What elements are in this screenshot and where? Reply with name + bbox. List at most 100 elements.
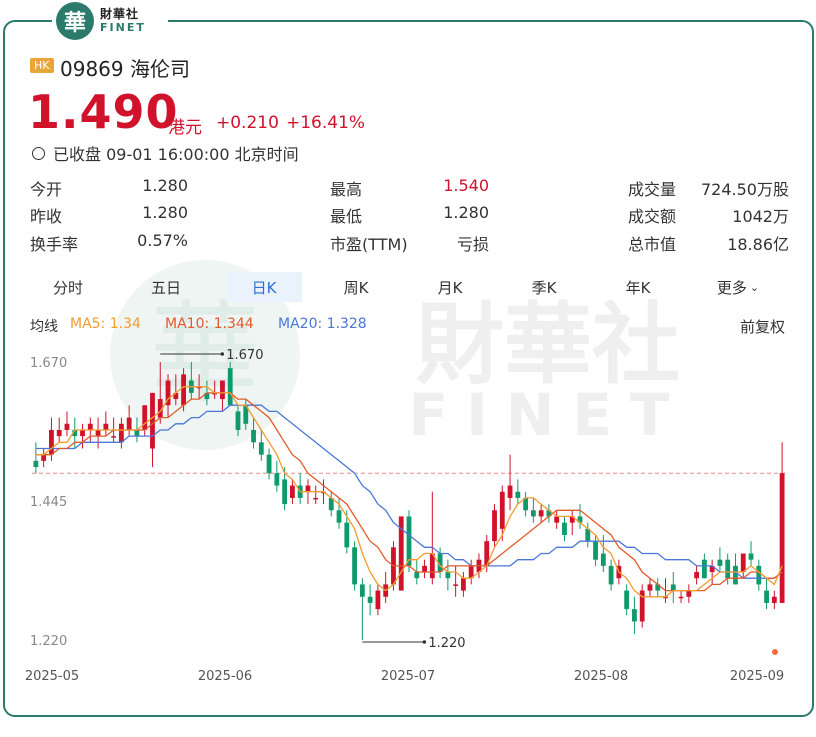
candle-body — [507, 485, 513, 498]
ma-title: 均线 — [30, 319, 58, 335]
candle-body — [694, 572, 700, 579]
stat-label-amount: 成交额 — [628, 207, 677, 226]
candle-body — [398, 516, 404, 591]
candle-body — [157, 399, 163, 418]
candle-body — [546, 510, 552, 517]
price-unit: 港元 — [168, 118, 202, 138]
plot-area: 1.670 1.445 1.220 2025-05 2025-06 2025-07 2025… — [25, 348, 786, 684]
candle-body — [756, 565, 762, 585]
tab-monthly-k[interactable]: 月K — [437, 278, 463, 297]
tab-more[interactable]: 更多 ⌄ — [700, 272, 776, 302]
candle-body — [406, 516, 412, 566]
candle-body — [375, 590, 381, 610]
candle-body — [655, 584, 661, 591]
candle-body — [150, 392, 155, 449]
candle-body — [771, 596, 777, 603]
candle-body — [142, 405, 148, 430]
candle-body — [468, 565, 474, 579]
stat-value-pe: 亏损 — [456, 235, 489, 254]
candle-body — [740, 553, 746, 573]
high-marker-dot — [220, 352, 225, 356]
candle-body — [111, 436, 117, 438]
candle-body — [569, 516, 575, 523]
candle-body — [593, 541, 598, 560]
candle-body — [554, 516, 560, 523]
candle-body — [422, 565, 427, 573]
finet-logo[interactable]: 華 財華社 FINET — [52, 0, 168, 42]
candle-body — [585, 528, 591, 542]
candle-body — [725, 559, 731, 579]
candle-body — [41, 454, 47, 461]
candle-body — [95, 429, 101, 437]
candle-body — [562, 522, 567, 535]
candle-body — [515, 491, 521, 498]
stat-label-low: 最低 — [330, 207, 363, 226]
candle-body — [577, 516, 583, 523]
stat-label-market-cap: 总市值 — [628, 235, 677, 254]
candle-body — [72, 429, 78, 437]
stat-value-volume: 724.50万股 — [701, 180, 789, 199]
candle-body — [523, 497, 529, 511]
ma10-line — [35, 392, 783, 592]
candle-body — [632, 609, 637, 622]
ma20-legend: MA20: 1.328 — [278, 316, 367, 332]
live-indicator-dot — [772, 649, 778, 655]
candle-body — [328, 497, 334, 511]
high-label: 1.670 — [226, 348, 263, 363]
candle-body — [266, 454, 272, 474]
candle-body — [453, 584, 459, 586]
candle-body — [538, 510, 544, 517]
candle-body — [647, 584, 653, 591]
candle-body — [414, 572, 420, 579]
y-tick-label: 1.445 — [30, 495, 67, 510]
tab-more-label: 更多 — [716, 278, 747, 297]
tab-five-day[interactable]: 五日 — [150, 278, 181, 297]
tab-daily-k[interactable]: 日K — [226, 272, 302, 302]
low-marker-dot — [422, 640, 427, 644]
price-adjust-toggle[interactable]: 前复权 — [740, 318, 786, 336]
stat-label-open: 今开 — [30, 180, 63, 199]
candle-body — [181, 374, 186, 406]
x-tick-label: 2025-07 — [381, 669, 435, 684]
tab-yearly-k[interactable]: 年K — [625, 278, 651, 297]
low-label: 1.220 — [428, 636, 465, 651]
x-tick-label: 2025-09 — [730, 669, 784, 684]
market-status-text: 已收盘 09-01 16:00:00 北京时间 — [53, 145, 299, 164]
candle-body — [80, 429, 85, 437]
stat-value-open: 1.280 — [142, 176, 188, 195]
candle-body — [274, 473, 280, 486]
price-change: +0.210 — [216, 113, 279, 133]
candle-body — [686, 590, 692, 597]
candle-body — [530, 510, 536, 517]
candle-body — [336, 510, 342, 523]
tab-quarterly-k[interactable]: 季K — [531, 278, 557, 297]
tab-intraday[interactable]: 分时 — [52, 278, 83, 297]
candle-body — [305, 485, 311, 492]
stat-label-turnover-rate: 换手率 — [30, 235, 79, 254]
y-tick-label: 1.220 — [30, 634, 67, 649]
x-tick-label: 2025-06 — [198, 669, 252, 684]
candle-body — [49, 429, 54, 455]
candle-body — [212, 392, 218, 395]
candle-body — [103, 423, 109, 430]
candle-body — [344, 522, 350, 548]
candle-body — [220, 380, 225, 400]
ma20-line — [35, 404, 783, 579]
stat-value-market-cap: 18.86亿 — [727, 235, 789, 254]
candle-body — [282, 479, 288, 505]
logo-badge-icon: 華 — [56, 2, 94, 40]
candle-body — [251, 429, 256, 443]
period-tabs: 分时 五日 日K 周K 月K 季K 年K 更多 ⌄ — [30, 272, 800, 302]
candle-body — [461, 578, 466, 591]
candle-body — [235, 411, 241, 430]
candle-body — [429, 553, 435, 579]
ma5-line — [35, 386, 783, 598]
candle-body — [227, 368, 233, 406]
candle-body — [87, 423, 93, 430]
tab-weekly-k[interactable]: 周K — [343, 278, 369, 297]
logo-name-en: FINET — [100, 21, 146, 34]
candle-body — [701, 559, 707, 579]
candle-body — [600, 553, 606, 566]
stat-label-high: 最高 — [330, 180, 363, 199]
